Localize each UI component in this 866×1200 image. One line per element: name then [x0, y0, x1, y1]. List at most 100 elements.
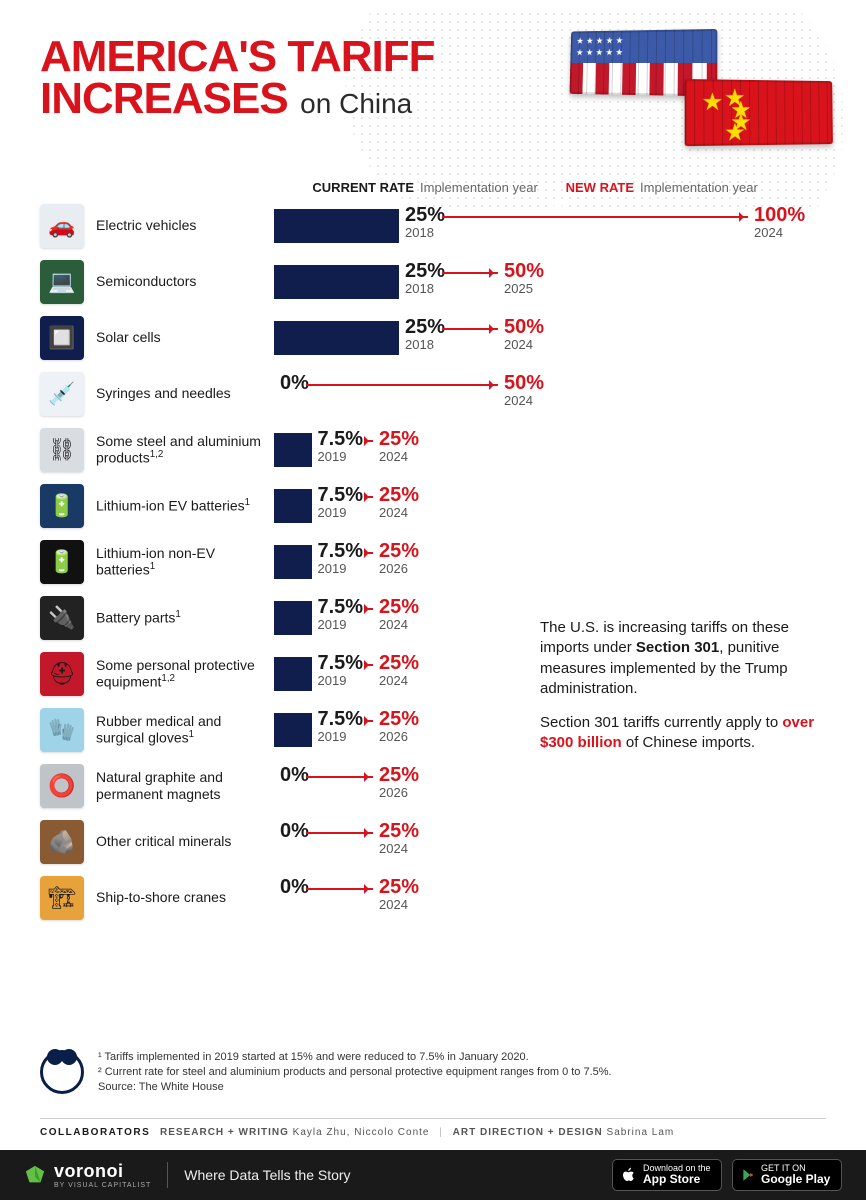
category-label: Other critical minerals	[84, 833, 274, 850]
footer-divider	[167, 1162, 168, 1188]
current-rate-value: 7.5%	[318, 429, 364, 449]
new-rate-year: 2024	[379, 841, 408, 856]
rate-chart: 0%25%2024	[274, 821, 814, 863]
header-new-year: Implementation year	[640, 180, 758, 195]
current-rate-value: 25%	[405, 261, 445, 281]
current-rate-value: 25%	[405, 317, 445, 337]
tariff-row: ⛓Some steel and aluminium products1,27.5…	[40, 422, 866, 478]
new-rate-value: 50%	[504, 317, 544, 337]
footnote-ref: 1	[150, 561, 155, 572]
column-headers: CURRENT RATE Implementation year NEW RAT…	[285, 180, 758, 195]
tariff-row: 🏗Ship-to-shore cranes0%25%2024	[40, 870, 866, 926]
category-icon: ⛑	[40, 652, 84, 696]
collab-research-label: RESEARCH + WRITING	[160, 1127, 289, 1138]
rate-chart: 7.5%201925%2024	[274, 485, 814, 527]
category-icon: 💻	[40, 260, 84, 304]
tariff-rows: 🚗Electric vehicles25%2018100%2024💻Semico…	[0, 198, 866, 926]
header-current-rate: CURRENT RATE	[285, 180, 420, 195]
current-rate-year: 2018	[405, 337, 434, 352]
collab-design-label: ART DIRECTION + DESIGN	[453, 1127, 603, 1138]
increase-arrow-icon	[306, 384, 498, 386]
new-rate-year: 2024	[754, 225, 783, 240]
title-line2: INCREASES	[40, 74, 288, 123]
category-icon: 🔋	[40, 484, 84, 528]
increase-arrow-icon	[366, 440, 374, 442]
footnote-2: ² Current rate for steel and aluminium p…	[98, 1065, 612, 1080]
footnote-ref: 1,2	[150, 449, 164, 460]
category-label: Electric vehicles	[84, 217, 274, 234]
context-note: The U.S. is increasing tariffs on these …	[540, 618, 825, 754]
current-rate-year: 2019	[318, 673, 347, 688]
current-rate-value: 7.5%	[318, 485, 364, 505]
new-rate-value: 25%	[379, 597, 419, 617]
category-label: Rubber medical and surgical gloves1	[84, 713, 274, 747]
current-rate-bar	[274, 265, 399, 299]
increase-arrow-icon	[442, 328, 498, 330]
tariff-row: 🔋Lithium-ion non-EV batteries17.5%201925…	[40, 534, 866, 590]
current-rate-bar	[274, 209, 399, 243]
new-rate-year: 2026	[379, 561, 408, 576]
new-rate-value: 25%	[379, 653, 419, 673]
new-rate-value: 25%	[379, 821, 419, 841]
new-rate-value: 25%	[379, 709, 419, 729]
store-badges: Download on theApp Store GET IT ONGoogle…	[612, 1159, 842, 1191]
new-rate-year: 2026	[379, 729, 408, 744]
appstore-big: App Store	[643, 1173, 711, 1186]
footnote-ref: 1,2	[161, 673, 175, 684]
category-label: Lithium-ion EV batteries1	[84, 497, 274, 514]
panda-icon	[40, 1050, 84, 1094]
current-rate-value: 7.5%	[318, 709, 364, 729]
increase-arrow-icon	[366, 552, 374, 554]
new-rate-year: 2024	[379, 897, 408, 912]
rate-chart: 25%201850%2025	[274, 261, 814, 303]
rate-chart: 0%25%2026	[274, 765, 814, 807]
rate-chart: 7.5%201925%2026	[274, 541, 814, 583]
footnote-1: ¹ Tariffs implemented in 2019 started at…	[98, 1050, 612, 1065]
current-rate-year: 2018	[405, 281, 434, 296]
category-icon: 🔲	[40, 316, 84, 360]
footnotes: ¹ Tariffs implemented in 2019 started at…	[40, 1050, 826, 1095]
current-rate-value: 7.5%	[318, 541, 364, 561]
category-icon: ⛓	[40, 428, 84, 472]
note-p1b: Section 301	[636, 639, 719, 656]
china-flag-container-icon	[685, 79, 833, 146]
increase-arrow-icon	[306, 832, 373, 834]
current-rate-year: 2019	[318, 729, 347, 744]
new-rate-year: 2024	[379, 505, 408, 520]
category-label: Solar cells	[84, 329, 274, 346]
increase-arrow-icon	[442, 216, 748, 218]
tariff-row: 🚗Electric vehicles25%2018100%2024	[40, 198, 866, 254]
increase-arrow-icon	[366, 608, 374, 610]
note-p2c: of Chinese imports.	[622, 734, 755, 751]
category-label: Ship-to-shore cranes	[84, 889, 274, 906]
current-rate-value: 7.5%	[318, 597, 364, 617]
current-rate-bar	[274, 433, 312, 467]
new-rate-value: 100%	[754, 205, 805, 225]
play-big: Google Play	[761, 1173, 830, 1186]
category-label: Some steel and aluminium products1,2	[84, 433, 274, 467]
rate-chart: 0%25%2024	[274, 877, 814, 919]
new-rate-year: 2024	[504, 337, 533, 352]
new-rate-value: 25%	[379, 429, 419, 449]
title-suffix: on China	[300, 88, 412, 119]
app-store-badge[interactable]: Download on theApp Store	[612, 1159, 722, 1191]
current-rate-bar	[274, 657, 312, 691]
current-rate-value: 7.5%	[318, 653, 364, 673]
category-label: Semiconductors	[84, 273, 274, 290]
collab-design-names: Sabrina Lam	[607, 1127, 675, 1138]
rate-chart: 7.5%201925%2024	[274, 429, 814, 471]
tariff-row: 🪨Other critical minerals0%25%2024	[40, 814, 866, 870]
footnote-ref: 1	[245, 497, 250, 508]
current-rate-value: 0%	[280, 765, 309, 785]
rate-chart: 0%50%2024	[274, 373, 814, 415]
tariff-row: 🔲Solar cells 25%2018 50%2024	[40, 310, 866, 366]
category-icon: 🚗	[40, 204, 84, 248]
new-rate-year: 2025	[504, 281, 533, 296]
current-rate-value: 0%	[280, 877, 309, 897]
category-label: Battery parts1	[84, 609, 274, 626]
infographic-page: AMERICA'S TARIFF INCREASES on China CURR…	[0, 0, 866, 1200]
current-rate-bar	[274, 545, 312, 579]
current-rate-value: 25%	[405, 205, 445, 225]
tariff-row: ⭕Natural graphite and permanent magnets0…	[40, 758, 866, 814]
google-play-badge[interactable]: GET IT ONGoogle Play	[732, 1159, 842, 1191]
